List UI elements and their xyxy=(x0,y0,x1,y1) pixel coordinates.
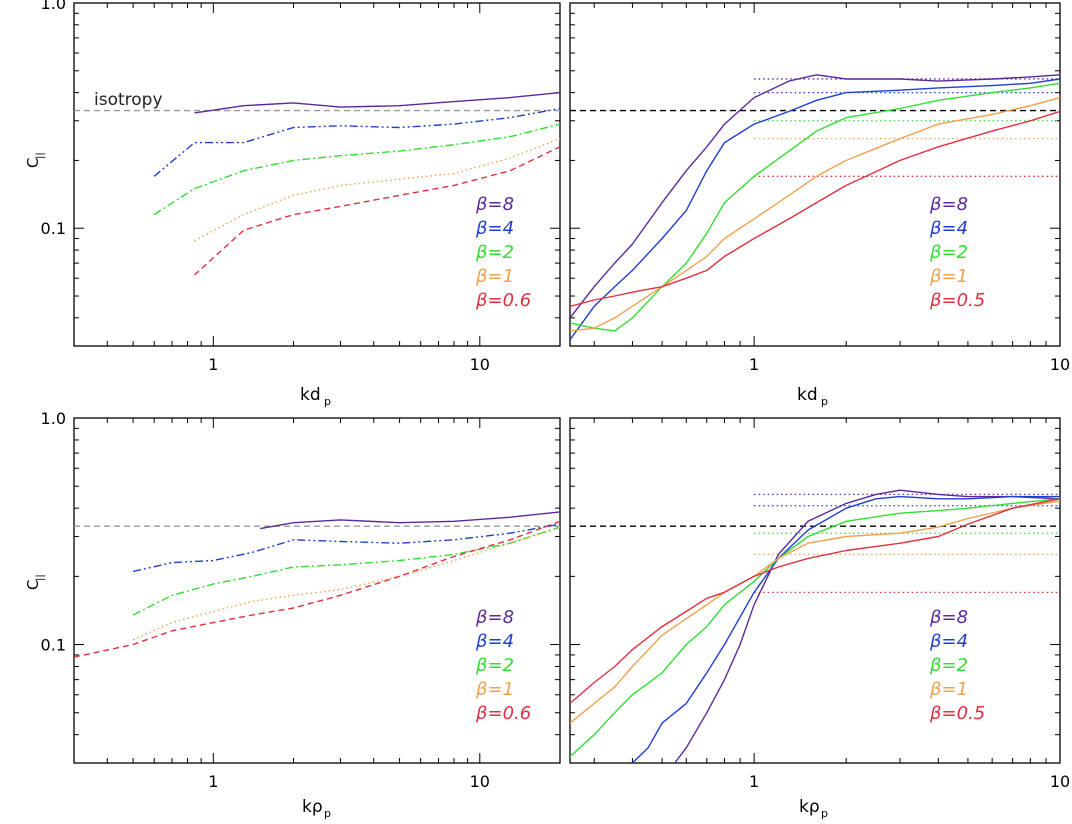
panel-bottom-right: 1 10 β=8 β=4 β=2 β=1 β=0.5 xyxy=(570,417,1070,791)
y-tick-label: 0.1 xyxy=(41,636,66,655)
y-tick-label: 0.1 xyxy=(41,219,66,238)
x-tick-label: 1 xyxy=(208,772,218,791)
legend-entry: β=2 xyxy=(475,655,514,676)
legend-entry: β=0.6 xyxy=(475,703,531,724)
y-axis-label-bottom-main: C xyxy=(24,580,42,590)
legend-entry: β=8 xyxy=(929,607,968,628)
x-tick-label: 10 xyxy=(470,355,490,374)
y-axis-label-bottom-sub: || xyxy=(35,574,46,581)
series-line-4 xyxy=(631,495,1060,763)
series-line-2 xyxy=(570,82,1060,332)
series-line-4 xyxy=(153,107,560,177)
panel-bottom-right-frame xyxy=(569,417,1061,764)
y-axis-label-top: C || xyxy=(24,152,46,168)
legend-entry: β=1 xyxy=(475,266,514,287)
x-axis-label-top-left-sub: p xyxy=(324,395,331,408)
series-line-0_6 xyxy=(74,520,560,658)
series-line-2 xyxy=(132,526,560,616)
series-line-1 xyxy=(570,96,1060,332)
legend-entry: β=0.5 xyxy=(929,703,985,724)
panel-top-left-frame xyxy=(73,2,561,347)
legend-entry: β=1 xyxy=(475,679,514,700)
x-axis-label-top-left: kd p xyxy=(300,385,331,408)
x-axis-label-top-right-sub: p xyxy=(821,395,828,408)
x-tick-label: 1 xyxy=(749,772,759,791)
series-line-2 xyxy=(153,123,560,216)
series-line-4 xyxy=(570,78,1060,341)
y-axis-label-bottom: C || xyxy=(24,574,46,590)
legend-entry: β=2 xyxy=(929,242,968,263)
x-tick-label: 1 xyxy=(208,355,218,374)
panel-top-left: 1 10 0.1 1.0 β=8 β=4 β=2 β=1 β=0.6 xyxy=(41,0,561,374)
series-line-8 xyxy=(260,511,560,530)
series-line-0_5 xyxy=(570,498,1060,704)
x-axis-label-bottom-left: kρ p xyxy=(302,797,331,820)
series-line-8 xyxy=(570,74,1060,319)
legend-entry: β=8 xyxy=(475,194,514,215)
panel-bottom-left-frame xyxy=(73,417,561,764)
series-line-1 xyxy=(194,137,560,242)
y-axis-label-top-main: C xyxy=(24,158,42,168)
series-line-0_5 xyxy=(570,110,1060,307)
series-line-8 xyxy=(673,489,1060,763)
legend-entry: β=4 xyxy=(475,218,514,239)
x-axis-label-top-right: kd p xyxy=(797,385,828,408)
panel-top-right: 1 10 β=8 β=4 β=2 β=1 β=0.5 xyxy=(570,2,1070,374)
x-tick-label: 10 xyxy=(1050,355,1070,374)
y-tick-label: 1.0 xyxy=(41,409,66,428)
legend-entry: β=1 xyxy=(929,266,968,287)
x-tick-label: 10 xyxy=(470,772,490,791)
y-axis-label-top-sub: || xyxy=(35,152,46,159)
series-line-4 xyxy=(132,523,560,573)
y-tick-label: 1.0 xyxy=(41,0,66,13)
x-tick-label: 1 xyxy=(749,355,759,374)
series-line-2 xyxy=(570,498,1060,758)
legend-entry: β=4 xyxy=(929,218,968,239)
legend-entry: β=1 xyxy=(929,679,968,700)
panel-bottom-left: 1 10 0.1 1.0 β=8 β=4 β=2 β=1 β=0.6 xyxy=(41,409,561,791)
x-axis-label-bottom-left-sub: p xyxy=(324,807,331,820)
panel-top-right-frame xyxy=(569,2,1061,347)
legend-entry: β=0.6 xyxy=(475,290,531,311)
legend-entry: β=4 xyxy=(475,631,514,652)
x-axis-label-bottom-right-main: kρ xyxy=(799,797,820,817)
x-tick-label: 10 xyxy=(1050,772,1070,791)
legend-entry: β=8 xyxy=(929,194,968,215)
legend-entry: β=2 xyxy=(475,242,514,263)
legend-entry: β=4 xyxy=(929,631,968,652)
x-axis-label-top-right-main: kd xyxy=(797,385,818,405)
legend-entry: β=8 xyxy=(475,607,514,628)
legend-entry: β=2 xyxy=(929,655,968,676)
x-axis-label-bottom-right: kρ p xyxy=(799,797,828,820)
legend-entry: β=0.5 xyxy=(929,290,985,311)
x-axis-label-bottom-right-sub: p xyxy=(821,807,828,820)
series-line-8 xyxy=(194,91,560,114)
x-axis-label-top-left-main: kd xyxy=(300,385,321,405)
series-line-1 xyxy=(132,526,560,641)
series-line-0_6 xyxy=(194,146,560,276)
isotropy-label: isotropy xyxy=(94,90,163,110)
x-axis-label-bottom-left-main: kρ xyxy=(302,797,323,817)
